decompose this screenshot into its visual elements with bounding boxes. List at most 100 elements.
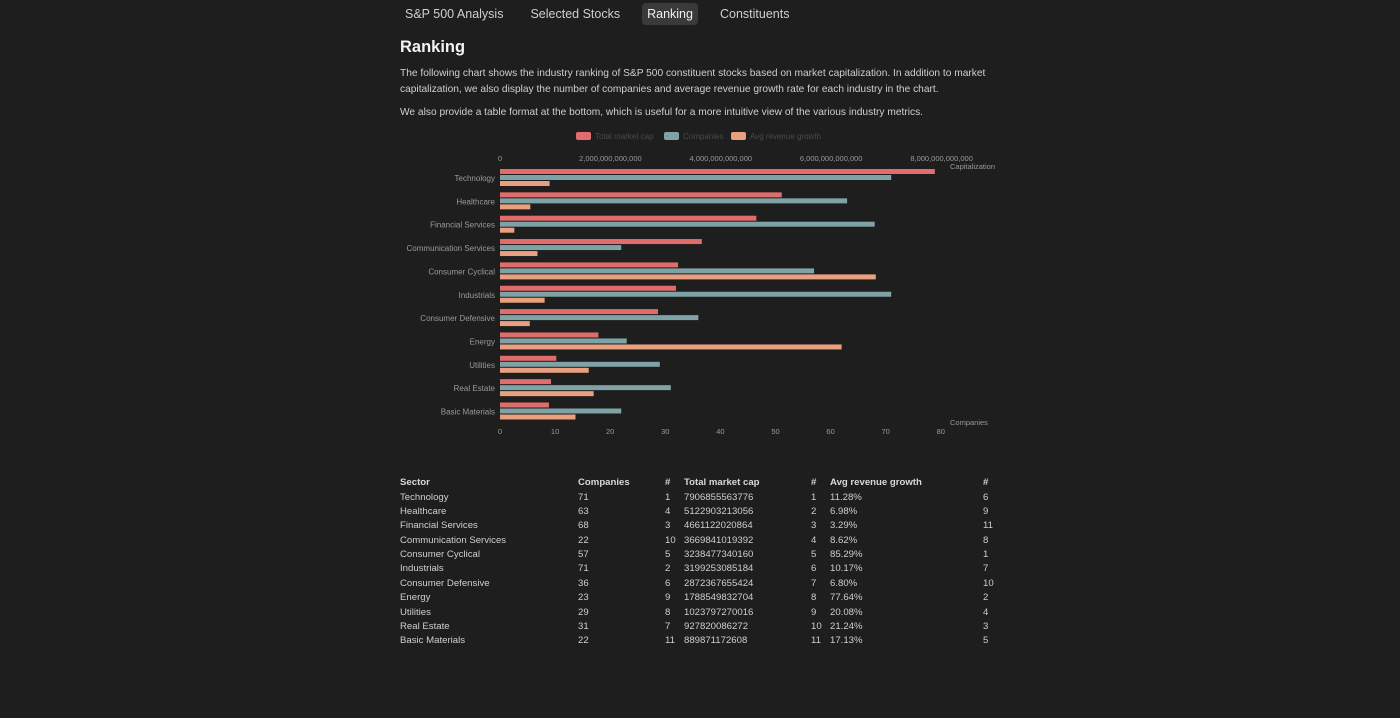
table-cell: 927820086272	[684, 621, 749, 633]
table-cell: 6	[665, 577, 671, 589]
table-cell: 4661122020864	[684, 520, 753, 532]
bar-total-market-cap	[500, 215, 757, 221]
category-label: Utilities	[469, 361, 495, 370]
bar-total-market-cap	[500, 355, 557, 361]
bottom-axis-tick-label: 20	[606, 427, 614, 436]
bar-avg-revenue-growth	[500, 204, 531, 210]
table-cell: Industrials	[400, 563, 444, 575]
bar-companies	[500, 175, 892, 180]
bar-total-market-cap	[500, 239, 702, 245]
table-row: Healthcare 63 4 5122903213056 2 6.98% 9	[400, 505, 1000, 519]
top-axis-tick-label: 0	[498, 154, 502, 163]
category-label: Industrials	[459, 291, 495, 300]
table-cell: Real Estate	[400, 621, 450, 633]
table-header-cell: Avg revenue growth	[830, 477, 922, 488]
table-cell: 2872367655424	[684, 577, 754, 589]
table-cell: 9	[811, 606, 817, 618]
table-cell: Technology	[400, 491, 449, 503]
tab-selected-stocks[interactable]: Selected Stocks	[530, 7, 621, 21]
table-cell: 1	[983, 549, 989, 561]
legend-label: Companies	[683, 132, 723, 141]
category-label: Consumer Defensive	[420, 314, 495, 323]
bar-companies	[500, 408, 622, 414]
bar-companies	[500, 361, 660, 367]
table-cell: 63	[578, 505, 589, 517]
table-row: Basic Materials 22 11 889871172608 11 17.13% 5	[400, 634, 1000, 648]
table-cell: 9	[665, 592, 671, 604]
table-cell: 11	[811, 635, 821, 647]
table-row: Technology 71 1 7906855563776 1 11.28% 6	[400, 491, 1000, 505]
tab-constituents[interactable]: Constituents	[719, 7, 790, 21]
top-axis-tick-label: 6,000,000,000,000	[800, 154, 863, 163]
table-cell: Consumer Cyclical	[400, 549, 480, 561]
table-cell: 10	[811, 621, 822, 633]
category-label: Healthcare	[456, 197, 495, 206]
top-axis-title: Capitalization	[950, 162, 995, 171]
table-cell: 5	[983, 635, 989, 647]
table-cell: Communication Services	[400, 534, 507, 546]
table-cell: 21.24%	[830, 621, 863, 633]
table-header-row: Sector Companies # Total market cap # Avg rev…	[400, 476, 1000, 491]
bar-avg-revenue-growth	[500, 414, 576, 420]
bar-total-market-cap	[500, 309, 658, 315]
table-header-cell: Companies	[578, 477, 630, 488]
bar-companies	[500, 221, 875, 227]
table-row: Financial Services 68 3 4661122020864 3 3.29%…	[400, 519, 1000, 533]
table-cell: 2	[665, 563, 671, 575]
table-cell: 3199253085184	[684, 563, 754, 575]
table-cell: 11.28%	[830, 491, 862, 503]
table-cell: 4	[811, 534, 817, 546]
table-cell: Consumer Defensive	[400, 577, 490, 589]
table-cell: 4	[665, 505, 671, 517]
table-header-cell: #	[811, 477, 817, 488]
bar-total-market-cap	[500, 379, 552, 385]
tab-s-p-500-analysis[interactable]: S&P 500 Analysis	[405, 7, 504, 21]
table-cell: 8	[811, 592, 817, 604]
category-label: Real Estate	[454, 384, 496, 393]
category-label: Technology	[455, 174, 495, 183]
table-cell: 6	[811, 563, 817, 575]
table-row: Consumer Cyclical 57 5 3238477340160 5 85.29%…	[400, 548, 1000, 562]
table-cell: 2	[983, 592, 989, 604]
table-cell: 10	[983, 577, 994, 589]
ranking-table: Sector Companies # Total market cap # Avg rev…	[400, 476, 1000, 649]
bar-total-market-cap	[500, 262, 679, 268]
intro-paragraph: The following chart shows the industry r…	[400, 68, 986, 95]
bottom-axis-tick-label: 70	[882, 427, 890, 436]
table-cell: 29	[578, 606, 589, 618]
bar-total-market-cap	[500, 192, 782, 198]
table-cell: 3669841019392	[684, 534, 754, 546]
bottom-axis-tick-label: 80	[937, 427, 945, 436]
bottom-axis-title: Companies	[950, 418, 988, 427]
bar-avg-revenue-growth	[500, 344, 842, 350]
table-cell: 8.62%	[830, 534, 858, 546]
table-cell: 10.17%	[830, 563, 863, 575]
table-row: Real Estate 31 7 927820086272 10 21.24% 3	[400, 620, 1000, 634]
table-cell: 7	[811, 577, 817, 589]
bottom-axis-tick-label: 50	[771, 427, 779, 436]
table-cell: 17.13%	[830, 635, 863, 647]
bottom-axis-tick-label: 60	[826, 427, 834, 436]
top-axis-tick-label: 8,000,000,000,000	[910, 154, 973, 163]
bar-avg-revenue-growth	[500, 391, 594, 397]
table-cell: Healthcare	[400, 505, 447, 517]
table-cell: 7	[665, 621, 671, 633]
tab-ranking[interactable]: Ranking	[642, 3, 698, 25]
table-cell: 22	[578, 635, 589, 647]
legend-label: Avg revenue growth	[750, 132, 821, 141]
table-header-cell: #	[665, 477, 671, 488]
bar-companies	[500, 315, 699, 321]
table-cell: 5	[665, 549, 671, 561]
bar-avg-revenue-growth	[500, 181, 550, 186]
table-cell: 31	[578, 621, 589, 633]
page-title: Ranking	[400, 38, 466, 56]
table-cell: 68	[578, 520, 589, 532]
table-cell: 3238477340160	[684, 549, 754, 561]
bar-avg-revenue-growth	[500, 251, 538, 257]
bar-avg-revenue-growth	[500, 367, 589, 373]
category-label: Basic Materials	[441, 408, 495, 417]
legend-swatch	[731, 132, 746, 140]
table-cell: 71	[578, 491, 589, 503]
table-cell: 10	[665, 534, 676, 546]
bar-total-market-cap	[500, 332, 599, 338]
